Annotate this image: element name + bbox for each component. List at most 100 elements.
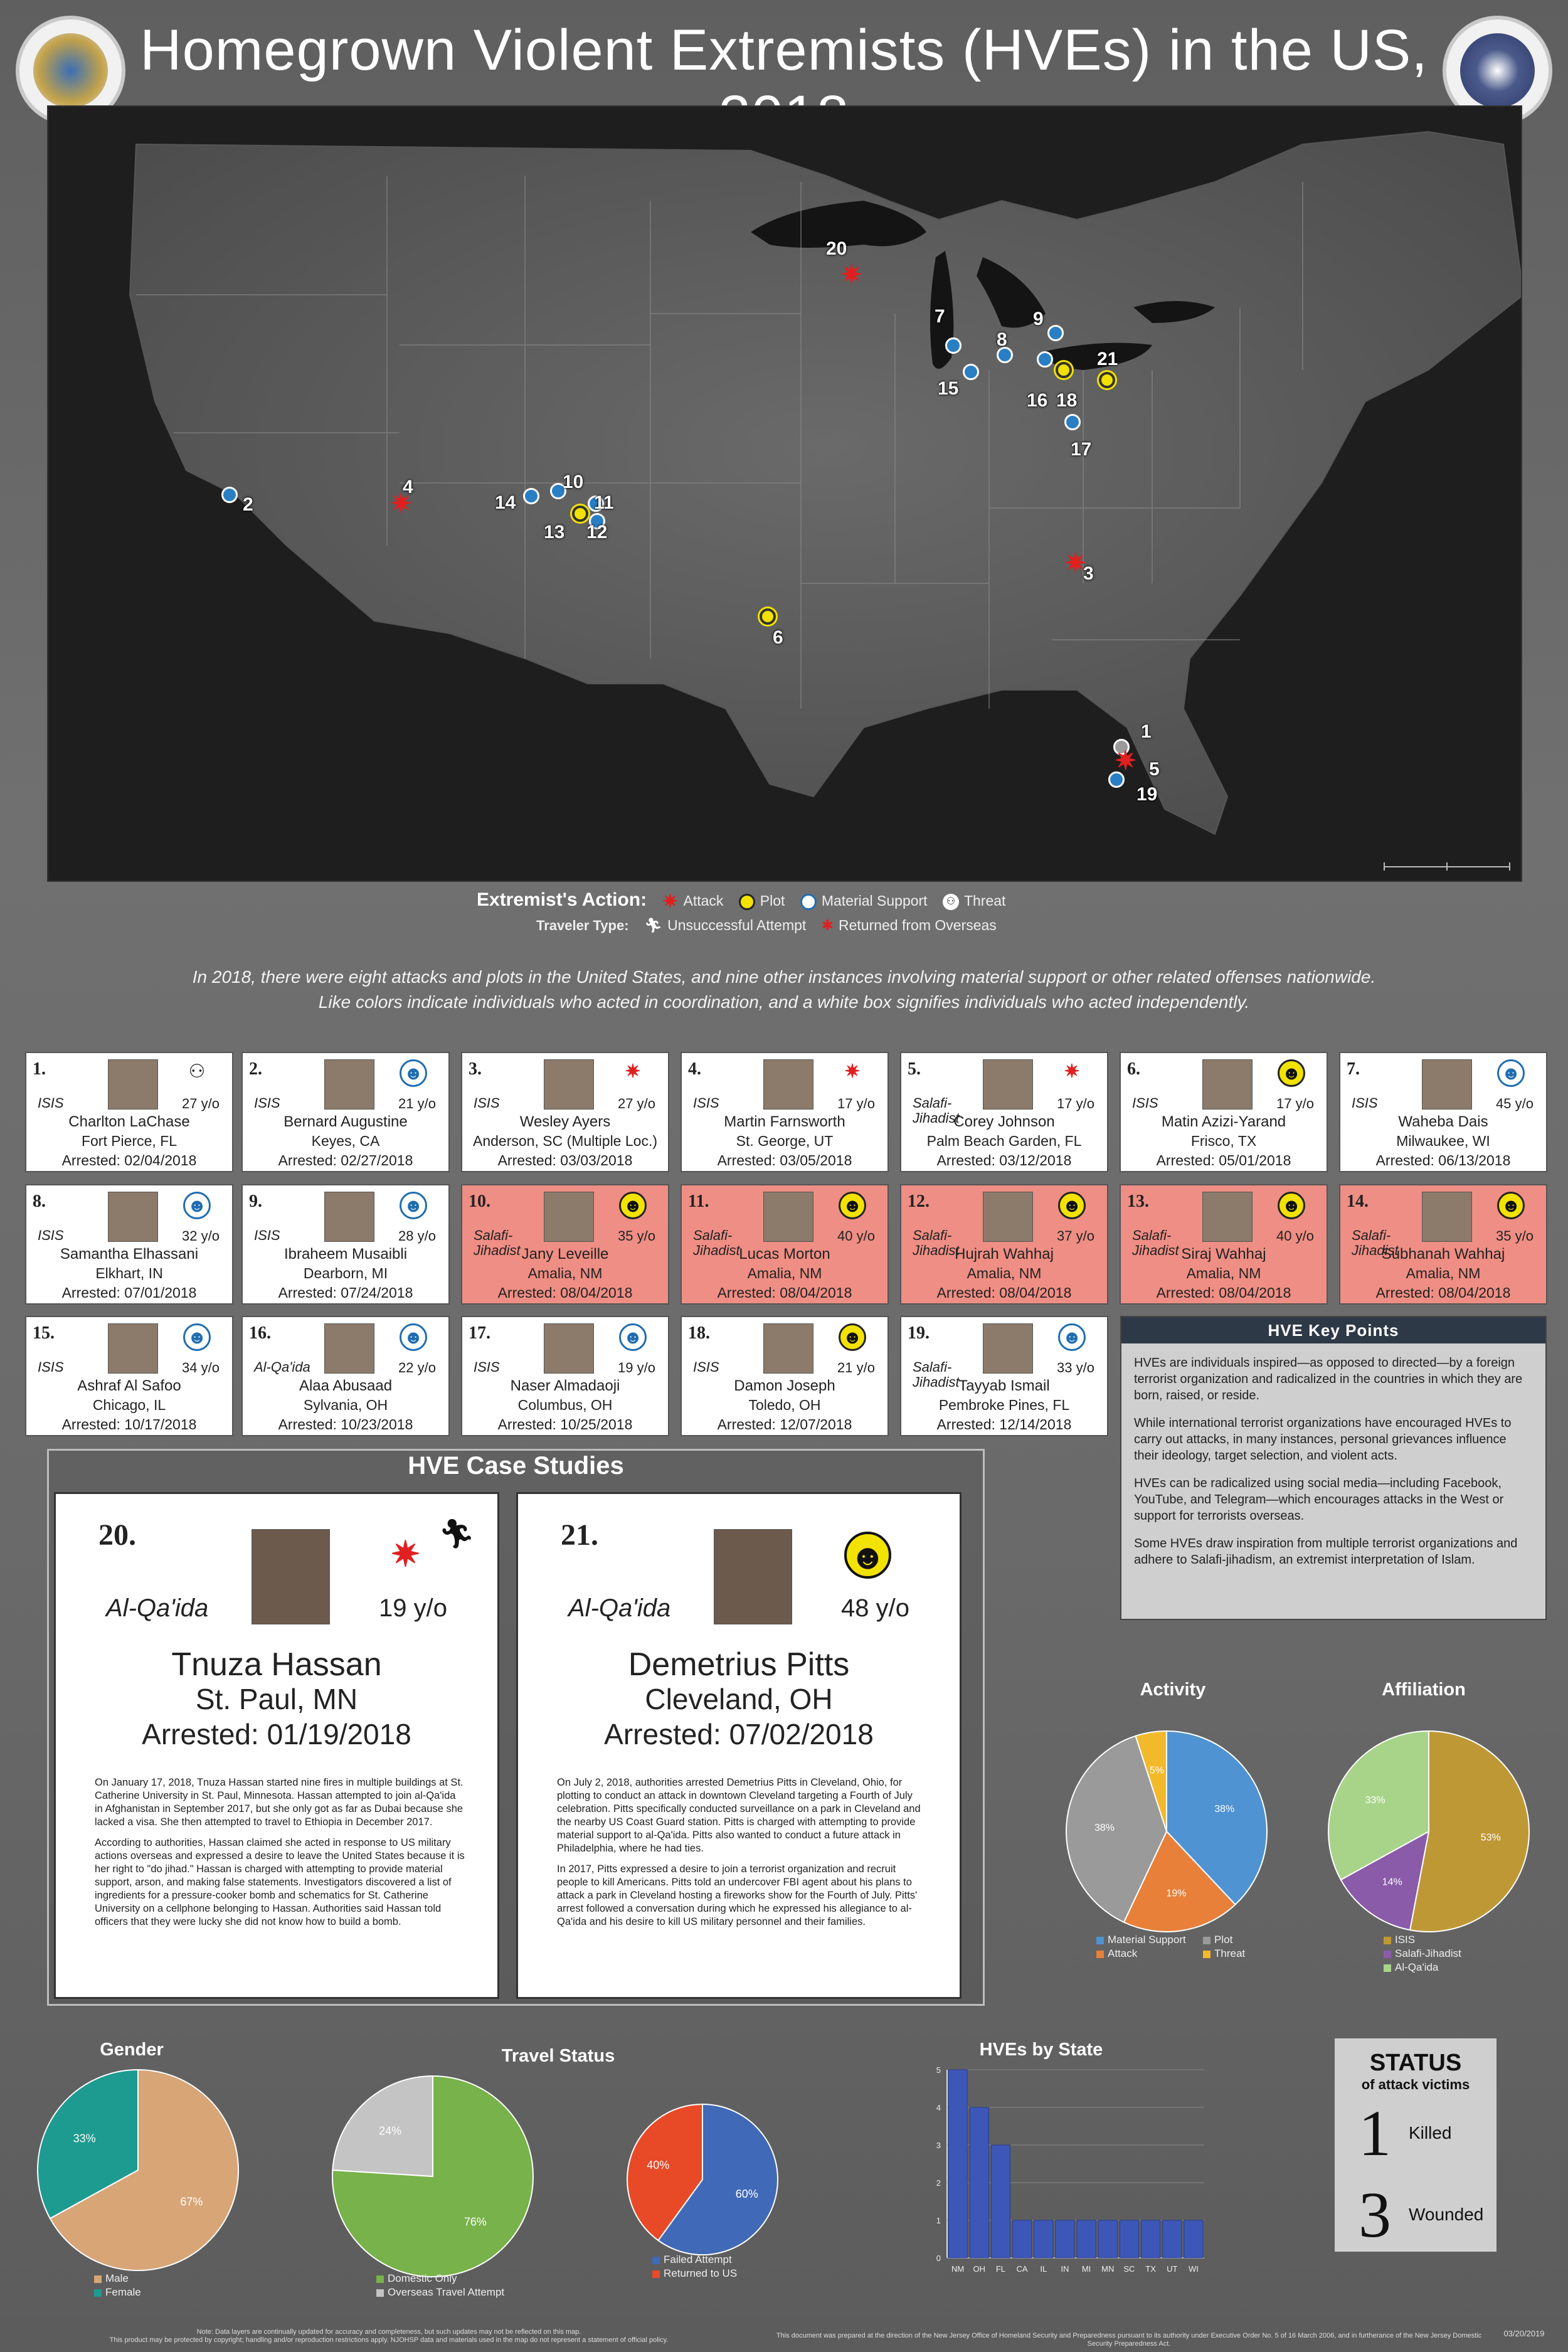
- bar: [1076, 2220, 1096, 2259]
- bar: [1184, 2220, 1204, 2259]
- legend-swatch: [94, 2275, 102, 2283]
- case-study-21: 21. ☻ Al-Qa'ida 48 y/o Demetrius Pitts C…: [516, 1492, 961, 1999]
- case-age: 19 y/o: [379, 1594, 447, 1622]
- card-affiliation: Salafi-Jihadist: [1352, 1227, 1399, 1258]
- bar-chart-y-tick: 2: [936, 2178, 941, 2188]
- map-scale-bar: [1384, 862, 1510, 871]
- pie-value-label: 53%: [1481, 1833, 1501, 1843]
- card-name: Matin Azizi-Yarand: [1161, 1113, 1286, 1130]
- material-support-marker-7: [945, 337, 961, 354]
- map-label-7: 7: [935, 306, 945, 327]
- case-paragraph: According to authorities, Hassan claimed…: [95, 1837, 465, 1927]
- plot-icon: ☻: [839, 1323, 866, 1351]
- person-photo: [544, 1323, 594, 1374]
- card-number: 11.: [688, 1192, 709, 1211]
- intro-text: In 2018, there were eight attacks and pl…: [125, 965, 1443, 1015]
- card-name: Hujrah Wahhaj: [955, 1246, 1054, 1263]
- map-label-20: 20: [826, 238, 847, 259]
- footer-line-1: Note: Data layers are continually update…: [196, 2328, 581, 2336]
- activity-chart-title: Activity: [1140, 1680, 1206, 1700]
- hve-card-16: 16. Al-Qa'ida ☻ 22 y/o Alaa Abusaad Sylvania,…: [241, 1316, 450, 1436]
- gender-pie-chart: 67% 33%: [37, 2069, 239, 2271]
- pie-slice: [332, 2075, 433, 2178]
- card-number: 13.: [1127, 1192, 1149, 1211]
- card-name: Damon Joseph: [734, 1377, 835, 1394]
- map-label-13: 13: [544, 522, 565, 543]
- person-photo: [544, 1192, 594, 1242]
- card-name: Samantha Elhassani: [60, 1246, 199, 1263]
- map-label-16: 16: [1027, 390, 1048, 411]
- card-age: 27 y/o: [618, 1096, 655, 1111]
- card-name: Ibraheem Musaibli: [283, 1246, 408, 1263]
- attack-marker-5: ✷: [1115, 746, 1137, 775]
- legend-label: Plot: [1214, 1934, 1233, 1946]
- card-age: 33 y/o: [1057, 1360, 1094, 1375]
- affiliation-legend: ISIS Salafi-Jihadist Al-Qa'ida: [1384, 1933, 1509, 1974]
- card-name: Tayyab Ismail: [958, 1377, 1050, 1394]
- card-arrested: Arrested: 06/13/2018: [1375, 1152, 1511, 1168]
- card-name: Siraj Wahhaj: [1181, 1246, 1266, 1263]
- map-label-6: 6: [773, 627, 783, 648]
- material-support-marker-19: [1108, 771, 1125, 788]
- card-age: 40 y/o: [837, 1228, 875, 1244]
- bar: [1141, 2220, 1161, 2259]
- bar-chart-y-tick: 5: [936, 2065, 941, 2075]
- pie-value-label: 19%: [1167, 1888, 1187, 1899]
- card-arrested: Arrested: 05/01/2018: [1156, 1152, 1291, 1168]
- card-arrested: Arrested: 08/04/2018: [1156, 1285, 1291, 1301]
- card-age: 45 y/o: [1496, 1096, 1534, 1111]
- card-affiliation: ISIS: [38, 1095, 64, 1111]
- card-location: Frisco, TX: [1190, 1133, 1257, 1149]
- pie-value-label: 67%: [180, 2195, 203, 2208]
- us-map: ✷ 20 7 9 8 15 16 18 21 17 2 ✷ 4 14 10 11 1…: [47, 105, 1522, 882]
- legend-plot: Plot: [760, 893, 785, 909]
- case-paragraph: On January 17, 2018, Tnuza Hassan starte…: [95, 1777, 464, 1828]
- card-name: Lucas Morton: [739, 1246, 830, 1263]
- card-arrested: Arrested: 08/04/2018: [1375, 1285, 1511, 1301]
- card-name: Jany Leveille: [521, 1246, 609, 1263]
- legend-label: Returned to US: [664, 2267, 738, 2279]
- hve-card-9: 9. ISIS ☻ 28 y/o Ibraheem Musaibli Dearborn, …: [241, 1184, 450, 1305]
- card-age: 19 y/o: [618, 1360, 655, 1375]
- legend-swatch: [1203, 1950, 1210, 1958]
- legend-label: Overseas Travel Attempt: [388, 2286, 505, 2298]
- card-age: 17 y/o: [1276, 1096, 1314, 1111]
- card-name: Alaa Abusaad: [299, 1377, 393, 1394]
- card-name: Ashraf Al Safoo: [77, 1377, 181, 1394]
- legend-traveler-title: Traveler Type:: [536, 918, 629, 933]
- material-support-icon: ☻: [1497, 1059, 1525, 1087]
- material-support-icon: [800, 893, 817, 910]
- card-number: 16.: [249, 1323, 271, 1343]
- case-affiliation: Al-Qa'ida: [106, 1594, 209, 1622]
- hve-card-17: 17. ISIS ☻ 19 y/o Naser Almadaoji Columbus, O…: [461, 1316, 669, 1436]
- card-age: 28 y/o: [398, 1228, 436, 1244]
- person-photo: [252, 1529, 330, 1624]
- bar-chart-y-tick: 0: [936, 2254, 941, 2263]
- killed-label: Killed: [1409, 2123, 1452, 2143]
- card-name: Waheba Dais: [1398, 1113, 1488, 1130]
- card-affiliation: ISIS: [474, 1095, 500, 1111]
- affiliation-pie-chart: 53% 14% 33%: [1328, 1730, 1530, 1932]
- card-arrested: Arrested: 08/04/2018: [936, 1285, 1072, 1301]
- person-photo: [983, 1323, 1033, 1374]
- card-affiliation: ISIS: [254, 1095, 280, 1111]
- map-label-15: 15: [938, 378, 959, 399]
- travel-legend-1: Domestic Only Overseas Travel Attempt: [376, 2272, 539, 2299]
- person-photo: [763, 1059, 813, 1110]
- pie-slice: [1166, 1730, 1268, 1906]
- bar-chart-x-tick: MI: [1082, 2264, 1091, 2274]
- case-number: 20.: [98, 1518, 136, 1552]
- card-name: Corey Johnson: [953, 1113, 1055, 1130]
- legend-label: Failed Attempt: [664, 2254, 732, 2265]
- case-name: Tnuza Hassan: [171, 1646, 382, 1683]
- map-label-14: 14: [495, 492, 516, 513]
- person-photo: [1422, 1059, 1472, 1110]
- card-affiliation: ISIS: [1352, 1095, 1378, 1111]
- plot-icon: ☻: [1058, 1192, 1086, 1219]
- legend-swatch: [652, 2256, 660, 2264]
- material-support-marker-16: [1037, 351, 1053, 368]
- pie-value-label: 33%: [73, 2132, 96, 2145]
- bar-chart-x-tick: NM: [951, 2264, 964, 2274]
- map-label-8: 8: [997, 329, 1007, 350]
- material-support-marker-12: [589, 513, 605, 529]
